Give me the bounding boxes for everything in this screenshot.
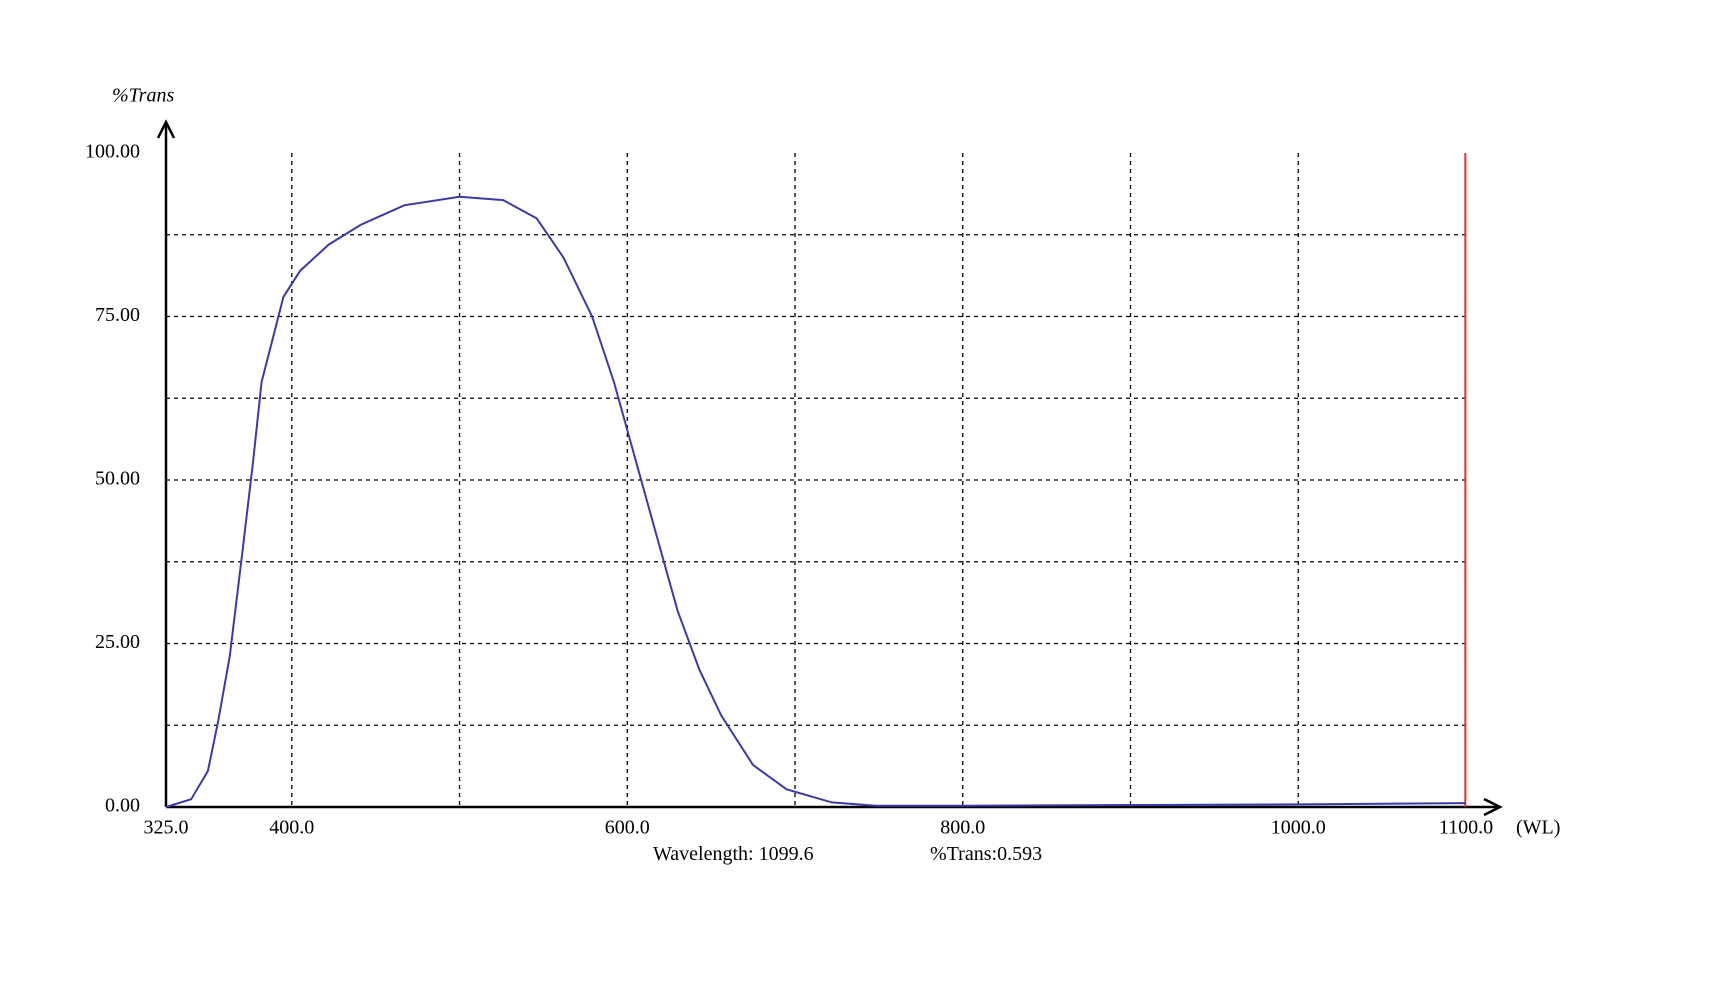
x-tick-label: 800.0: [940, 817, 985, 839]
x-tick-label: 1000.0: [1271, 817, 1326, 839]
cursor-wavelength-value: 1099.6: [759, 843, 814, 865]
cursor-trans-value: 0.593: [997, 843, 1042, 865]
x-tick-label: 600.0: [605, 817, 650, 839]
y-axis-arrow: [156, 119, 176, 139]
x-tick-label: 325.0: [144, 817, 189, 839]
y-tick-label: 100.00: [85, 141, 140, 163]
cursor-wavelength: Wavelength: 1099.6: [653, 843, 814, 865]
x-tick-label: 400.0: [269, 817, 314, 839]
y-tick-label: 50.00: [95, 468, 140, 490]
y-tick-label: 75.00: [95, 304, 140, 326]
x-axis-title: (WL): [1516, 817, 1560, 839]
cursor-trans-label: %Trans:: [930, 843, 997, 865]
cursor-trans: %Trans:0.593: [930, 843, 1042, 865]
spectrum-line: [165, 195, 1467, 808]
x-axis-arrow: [1483, 797, 1503, 817]
x-tick-label: 1100.0: [1439, 817, 1493, 839]
cursor-wavelength-label: Wavelength:: [653, 843, 754, 865]
y-axis-title: %Trans: [112, 85, 174, 107]
y-tick-label: 25.00: [95, 631, 140, 653]
y-tick-label: 0.00: [105, 795, 140, 817]
